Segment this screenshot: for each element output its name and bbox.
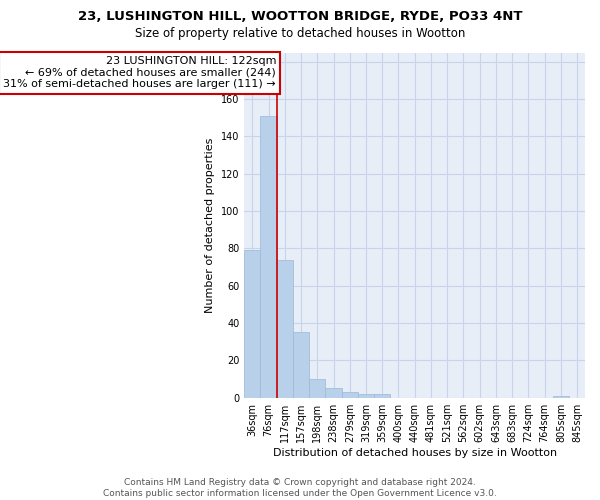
Text: Size of property relative to detached houses in Wootton: Size of property relative to detached ho… xyxy=(135,28,465,40)
Text: 23 LUSHINGTON HILL: 122sqm
← 69% of detached houses are smaller (244)
31% of sem: 23 LUSHINGTON HILL: 122sqm ← 69% of deta… xyxy=(4,56,276,90)
Bar xyxy=(310,379,325,398)
Bar xyxy=(553,396,569,398)
X-axis label: Distribution of detached houses by size in Wootton: Distribution of detached houses by size … xyxy=(272,448,557,458)
Text: Contains HM Land Registry data © Crown copyright and database right 2024.
Contai: Contains HM Land Registry data © Crown c… xyxy=(103,478,497,498)
Bar xyxy=(358,394,374,398)
Bar xyxy=(325,388,342,398)
Bar xyxy=(244,250,260,398)
Bar xyxy=(277,260,293,398)
Bar xyxy=(374,394,391,398)
Bar xyxy=(342,392,358,398)
Text: 23, LUSHINGTON HILL, WOOTTON BRIDGE, RYDE, PO33 4NT: 23, LUSHINGTON HILL, WOOTTON BRIDGE, RYD… xyxy=(78,10,522,23)
Bar xyxy=(260,116,277,398)
Y-axis label: Number of detached properties: Number of detached properties xyxy=(205,138,215,313)
Bar xyxy=(293,332,310,398)
